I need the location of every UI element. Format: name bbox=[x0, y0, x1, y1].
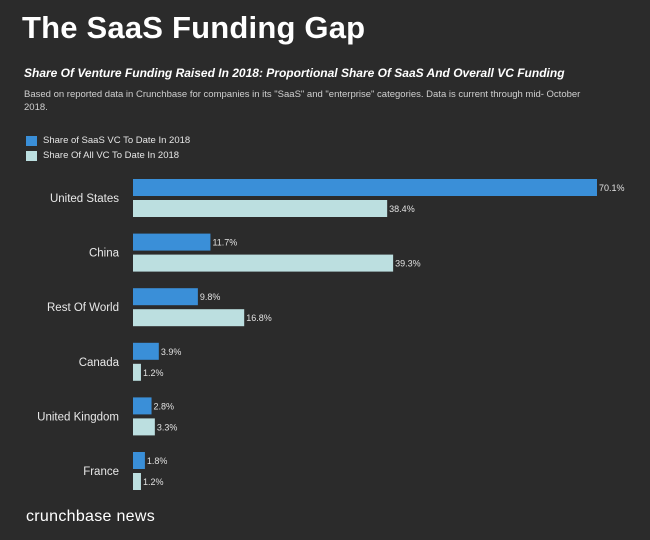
data-label-all-vc-canada: 1.2% bbox=[143, 368, 164, 378]
bar-saas-china bbox=[133, 233, 211, 251]
bar-all-vc-united-states bbox=[133, 200, 388, 217]
bar-all-vc-france bbox=[133, 473, 141, 490]
category-label-canada: Canada bbox=[79, 357, 120, 369]
legend-swatch-saas bbox=[26, 135, 37, 146]
data-label-saas-france: 1.8% bbox=[147, 456, 168, 466]
bar-all-vc-rest-of-world bbox=[133, 309, 245, 327]
data-label-saas-canada: 3.9% bbox=[161, 347, 182, 357]
brand-logo: crunchbase news bbox=[26, 508, 156, 525]
chart-note: Based on reported data in Crunchbase for… bbox=[24, 89, 581, 113]
bar-saas-france bbox=[133, 452, 145, 469]
bar-all-vc-china bbox=[133, 254, 394, 272]
bar-saas-canada bbox=[133, 342, 159, 360]
category-label-rest-of-world: Rest Of World bbox=[47, 302, 119, 314]
chart-title: The SaaS Funding Gap bbox=[22, 10, 366, 45]
legend-swatch-all-vc bbox=[26, 150, 37, 161]
category-label-united-kingdom: United Kingdom bbox=[37, 411, 119, 423]
legend-item-all-vc: Share Of All VC To Date In 2018 bbox=[26, 148, 190, 163]
category-label-france: France bbox=[83, 466, 119, 478]
data-label-all-vc-united-states: 38.4% bbox=[389, 204, 415, 214]
bar-saas-rest-of-world bbox=[133, 288, 198, 306]
data-label-all-vc-rest-of-world: 16.8% bbox=[246, 313, 272, 323]
data-label-saas-rest-of-world: 9.8% bbox=[200, 292, 221, 302]
data-label-all-vc-france: 1.2% bbox=[143, 477, 164, 487]
data-label-all-vc-china: 39.3% bbox=[395, 259, 421, 269]
chart-subtitle: Share Of Venture Funding Raised In 2018:… bbox=[24, 66, 565, 80]
legend: Share of SaaS VC To Date In 2018 Share O… bbox=[26, 133, 190, 163]
data-label-saas-china: 11.7% bbox=[212, 238, 237, 248]
bar-all-vc-united-kingdom bbox=[133, 418, 155, 436]
category-label-china: China bbox=[89, 248, 120, 260]
bar-all-vc-canada bbox=[133, 363, 141, 381]
legend-label-all-vc: Share Of All VC To Date In 2018 bbox=[43, 150, 180, 161]
category-label-united-states: United States bbox=[50, 193, 119, 205]
data-label-all-vc-united-kingdom: 3.3% bbox=[157, 422, 178, 432]
data-label-saas-united-states: 70.1% bbox=[599, 183, 625, 193]
bar-saas-united-kingdom bbox=[133, 397, 152, 415]
legend-item-saas: Share of SaaS VC To Date In 2018 bbox=[26, 133, 190, 148]
bar-saas-united-states bbox=[133, 179, 597, 196]
data-label-saas-united-kingdom: 2.8% bbox=[154, 401, 175, 411]
legend-label-saas: Share of SaaS VC To Date In 2018 bbox=[43, 135, 191, 146]
